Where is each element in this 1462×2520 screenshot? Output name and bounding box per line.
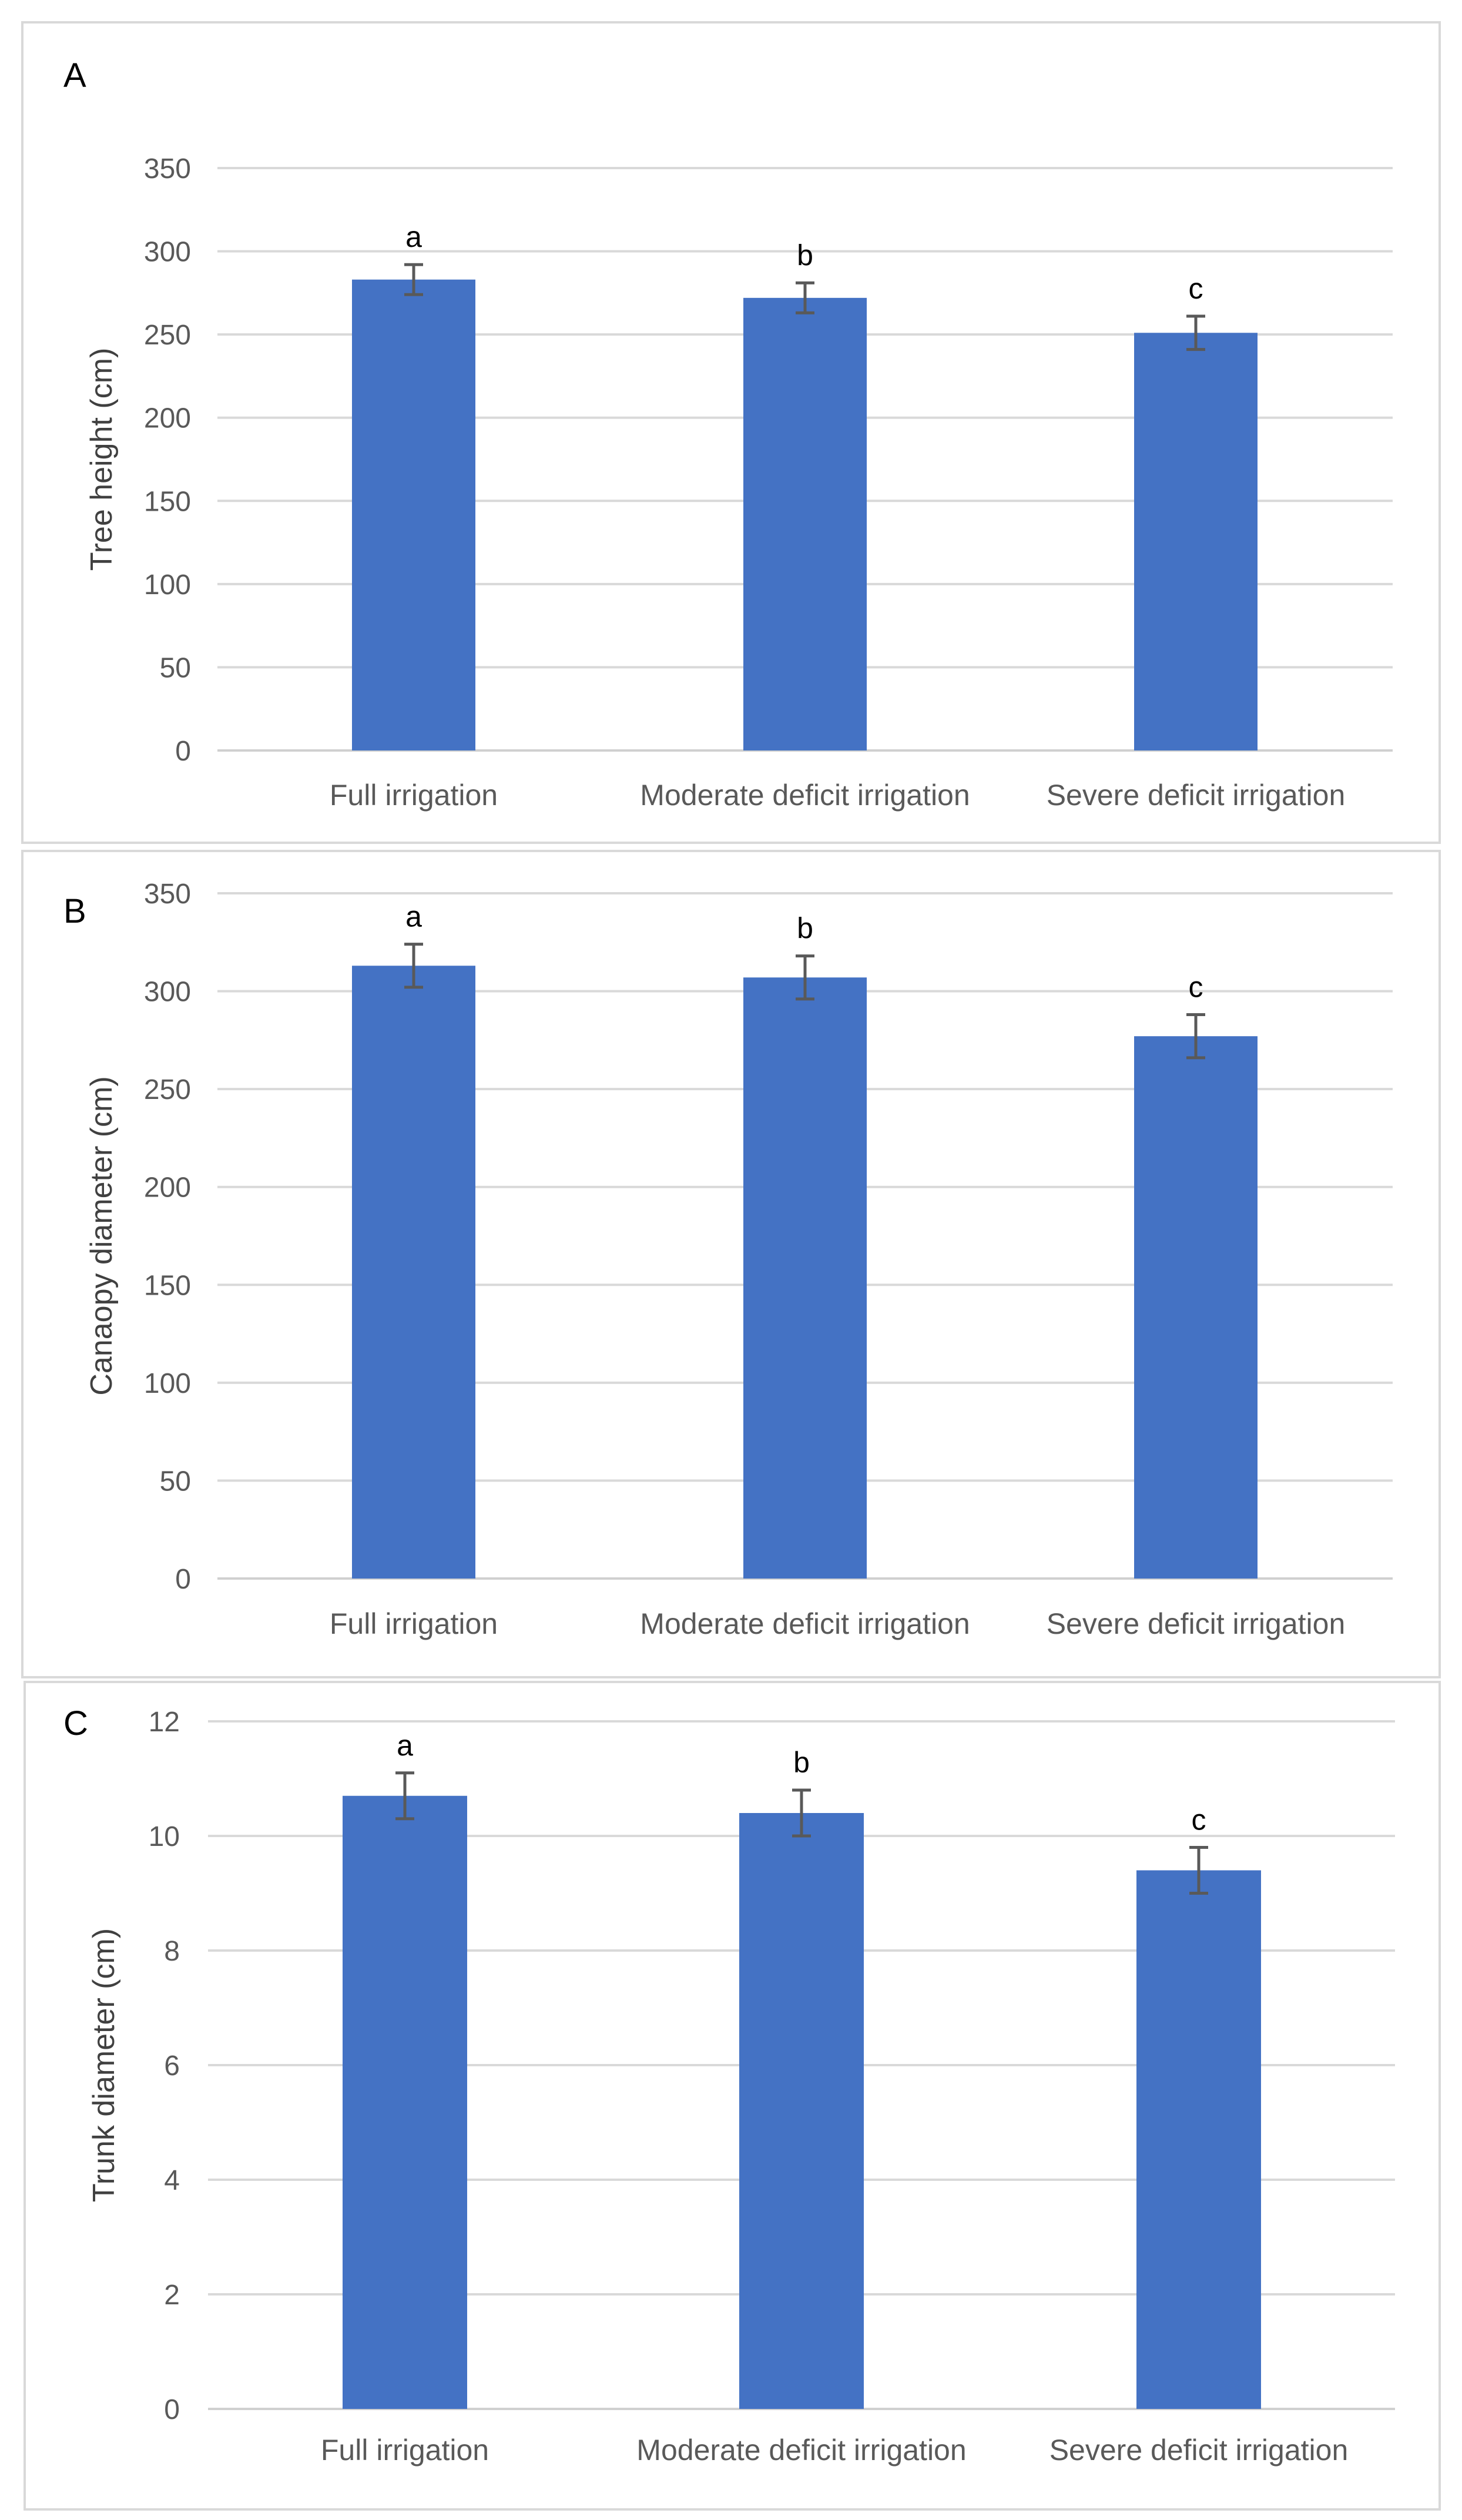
- chart-a-bar-3: [1134, 333, 1258, 750]
- chart-c-y-tick-label: 10: [149, 1821, 180, 1852]
- chart-b-svg: B 0 50 100 150 200 250 300 350 Canaopy diameter …: [63, 879, 1393, 1640]
- chart-a-y-tick-label: 100: [144, 569, 191, 601]
- chart-b-y-tick-label: 0: [175, 1564, 191, 1595]
- chart-a-svg: A 0 50 100 150 200 250 300 350 Tree height (cm) a…: [63, 56, 1393, 812]
- chart-b-category-label: Moderate deficit irrigation: [640, 1607, 970, 1640]
- panel-letter-c: C: [63, 1704, 88, 1742]
- chart-a-significance-label: a: [405, 220, 422, 253]
- chart-b-bar-2: [743, 977, 867, 1579]
- chart-b-y-tick-label: 50: [160, 1466, 191, 1497]
- chart-b-y-tick-label: 150: [144, 1270, 191, 1301]
- chart-b-bar-1: [352, 966, 475, 1579]
- chart-b-significance-label: c: [1189, 971, 1203, 1004]
- chart-a-bar-1: [352, 279, 475, 751]
- chart-a-y-tick-label: 50: [160, 652, 191, 683]
- chart-c-bar-2: [739, 1813, 864, 2409]
- chart-a-y-axis-label: Tree height (cm): [85, 348, 119, 571]
- chart-b-y-tick-label: 200: [144, 1172, 191, 1204]
- chart-a-significance-label: c: [1189, 272, 1203, 305]
- chart-a-category-label: Severe deficit irrigation: [1047, 779, 1346, 812]
- chart-a-category-label: Full irrigation: [330, 779, 498, 812]
- chart-a-y-tick-label: 300: [144, 237, 191, 268]
- chart-b-y-tick-label: 300: [144, 977, 191, 1008]
- chart-b-y-tick-label: 100: [144, 1368, 191, 1399]
- chart-panel-a: A 0 50 100 150 200 250 300 350 Tree height (cm) a…: [21, 21, 1441, 844]
- chart-c-significance-label: b: [793, 1746, 810, 1779]
- chart-c-y-axis-label: Trunk diameter (cm): [87, 1928, 121, 2202]
- chart-b-y-axis-label: Canaopy diameter (cm): [85, 1076, 119, 1395]
- chart-c-y-tick-label: 6: [164, 2050, 180, 2082]
- chart-panel-b: B 0 50 100 150 200 250 300 350 Canaopy diameter …: [21, 850, 1441, 1678]
- chart-c-svg: C 0 2 4 6 8 10 12 Trunk diameter (cm) a Full irri…: [63, 1704, 1395, 2467]
- chart-c-y-tick-label: 12: [149, 1707, 180, 1738]
- chart-b-category-label: Severe deficit irrigation: [1047, 1607, 1346, 1640]
- chart-b-y-tick-label: 350: [144, 879, 191, 910]
- chart-a-significance-label: b: [797, 239, 813, 272]
- chart-a-y-tick-label: 200: [144, 403, 191, 434]
- chart-b-bar-3: [1134, 1036, 1258, 1579]
- chart-b-significance-label: a: [405, 900, 422, 933]
- chart-a-y-tick-label: 0: [175, 736, 191, 767]
- chart-b-significance-label: b: [797, 912, 813, 945]
- chart-c-significance-label: a: [397, 1729, 413, 1762]
- chart-a-y-tick-label: 150: [144, 486, 191, 517]
- chart-c-significance-label: c: [1192, 1804, 1206, 1837]
- chart-b-y-tick-label: 250: [144, 1074, 191, 1105]
- chart-c-y-tick-label: 0: [164, 2394, 180, 2425]
- chart-c-y-tick-label: 4: [164, 2165, 180, 2196]
- chart-c-category-label: Severe deficit irrigation: [1049, 2434, 1349, 2467]
- chart-panel-c: C 0 2 4 6 8 10 12 Trunk diameter (cm) a Full irri…: [24, 1681, 1441, 2511]
- chart-a-y-tick-label: 250: [144, 320, 191, 351]
- chart-c-y-tick-label: 2: [164, 2280, 180, 2311]
- panel-letter-a: A: [63, 56, 86, 95]
- chart-a-category-label: Moderate deficit irrigation: [640, 779, 970, 812]
- chart-b-category-label: Full irrigation: [330, 1607, 498, 1640]
- panel-letter-b: B: [63, 892, 86, 930]
- chart-c-bar-1: [343, 1795, 467, 2409]
- chart-c-y-tick-label: 8: [164, 1936, 180, 1967]
- chart-a-y-tick-label: 350: [144, 153, 191, 185]
- chart-c-bar-3: [1136, 1870, 1261, 2409]
- chart-c-category-label: Full irrigation: [321, 2434, 489, 2467]
- chart-c-category-label: Moderate deficit irrigation: [636, 2434, 966, 2467]
- chart-a-bar-2: [743, 297, 867, 750]
